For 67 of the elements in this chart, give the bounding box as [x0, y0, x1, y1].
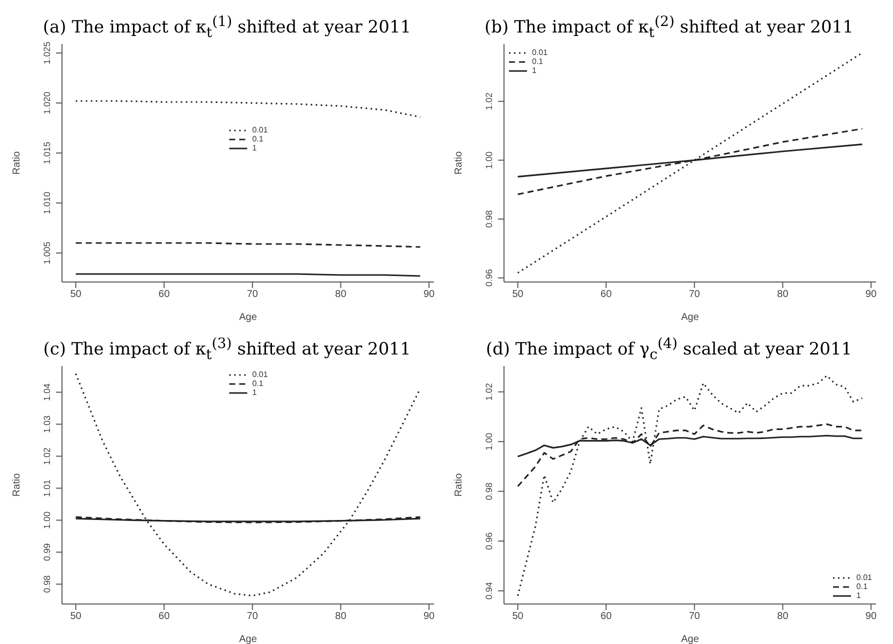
x-tick-label: 60 — [600, 611, 612, 622]
y-tick-label: 0.99 — [42, 543, 52, 561]
y-tick-label: 0.94 — [484, 582, 494, 600]
x-tick-label: 90 — [423, 611, 436, 622]
x-tick-label: 70 — [246, 289, 258, 300]
chart-title: (b) The impact of κ$_{t}$$^{(2)}$ shifted at year 2011 — [484, 13, 854, 42]
x-tick-label: 70 — [246, 611, 258, 622]
y-tick-label: 1.02 — [484, 383, 494, 401]
x-tick-label: 60 — [158, 611, 170, 622]
legend-label: 1 — [532, 66, 536, 75]
y-tick-label: 1.02 — [42, 447, 52, 465]
y-tick-label: 0.98 — [42, 575, 52, 593]
y-tick-label: 1.020 — [42, 92, 52, 114]
x-tick-label: 90 — [423, 289, 436, 300]
chart-title: (a) The impact of κ$_{t}$$^{(1)}$ shifted at year 2011 — [42, 13, 412, 42]
legend-label: 1 — [252, 144, 257, 153]
y-tick-label: 1.04 — [42, 383, 52, 401]
y-tick-label: 1.00 — [484, 432, 494, 450]
legend-label: 0.01 — [856, 573, 872, 582]
y-tick-label: 1.02 — [484, 92, 494, 110]
y-axis-title: Ratio — [12, 150, 23, 175]
chart-title: (d) The impact of γ$_{c}$$^{(4)}$ scaled at year 2011 — [484, 335, 854, 364]
y-tick-label: 1.03 — [42, 415, 52, 433]
line-series — [74, 372, 422, 596]
x-tick-label: 70 — [688, 611, 700, 622]
legend-label: 0.01 — [252, 126, 268, 135]
legend-label: 0.1 — [856, 582, 868, 591]
line-series — [74, 100, 422, 118]
legend-label: 0.1 — [532, 57, 544, 66]
legend-label: 0.1 — [252, 379, 264, 388]
x-tick-label: 80 — [335, 611, 347, 622]
x-tick-label: 80 — [335, 289, 347, 300]
legend-label: 0.01 — [532, 48, 548, 57]
x-tick-label: 50 — [512, 611, 524, 622]
y-tick-label: 1.010 — [42, 192, 52, 214]
x-tick-label: 60 — [158, 289, 170, 300]
x-tick-label: 50 — [70, 289, 82, 300]
y-tick-label: 1.00 — [484, 151, 494, 169]
y-tick-label: 0.98 — [484, 482, 494, 500]
legend-label: 1 — [856, 591, 861, 600]
y-tick-label: 1.01 — [42, 479, 52, 497]
y-axis-title: Ratio — [12, 472, 23, 497]
legend-label: 1 — [252, 388, 257, 397]
x-tick-label: 90 — [865, 289, 878, 300]
legend-label: 0.01 — [252, 370, 268, 379]
y-axis-title: Ratio — [454, 472, 465, 497]
x-axis-title: Age — [239, 312, 258, 323]
x-axis-title: Age — [681, 634, 700, 644]
x-axis-title: Age — [681, 312, 700, 323]
y-tick-label: 0.96 — [484, 269, 494, 287]
y-tick-label: 1.025 — [42, 42, 52, 64]
x-tick-label: 90 — [865, 611, 878, 622]
x-tick-label: 50 — [70, 611, 82, 622]
y-tick-label: 0.98 — [484, 210, 494, 228]
y-tick-label: 1.00 — [42, 511, 52, 529]
x-tick-label: 70 — [688, 289, 700, 300]
chart-title: (c) The impact of κ$_{t}$$^{(3)}$ shifted at year 2011 — [42, 335, 412, 364]
x-tick-label: 50 — [512, 289, 524, 300]
x-tick-label: 80 — [777, 611, 789, 622]
y-axis-title: Ratio — [454, 150, 465, 175]
x-tick-label: 60 — [600, 289, 612, 300]
y-tick-label: 1.005 — [42, 242, 52, 264]
x-tick-label: 80 — [777, 289, 789, 300]
x-axis-title: Age — [239, 634, 258, 644]
legend-label: 0.1 — [252, 134, 264, 144]
y-tick-label: 1.015 — [42, 142, 52, 164]
y-tick-label: 0.96 — [484, 532, 494, 550]
